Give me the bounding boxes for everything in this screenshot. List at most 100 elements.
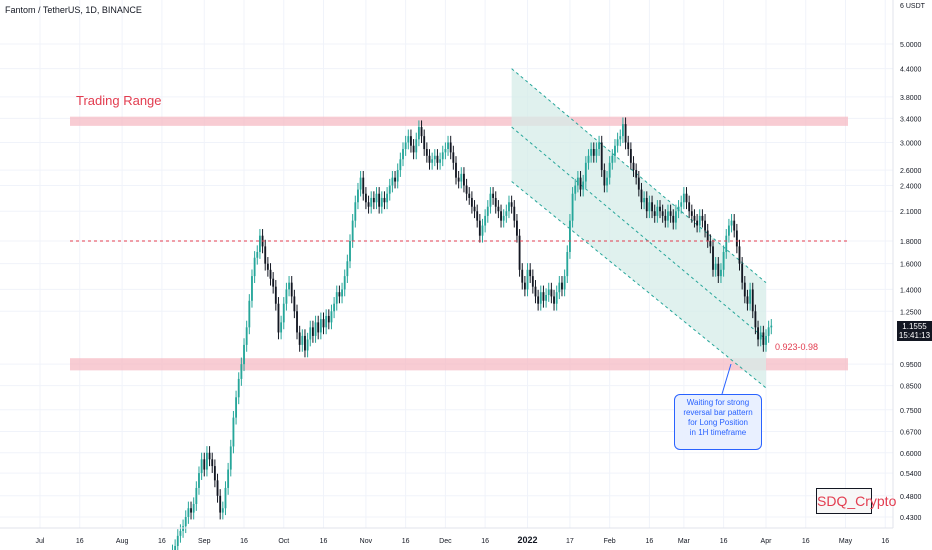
candle — [611, 149, 614, 170]
price-tick-label: 2.4000 — [900, 184, 922, 191]
candle — [627, 135, 630, 156]
candle-body — [184, 517, 187, 527]
candle-body — [293, 296, 296, 312]
callout-line-4: in 1H timeframe — [689, 428, 747, 437]
channel-fill — [511, 68, 766, 388]
candle-body — [362, 177, 365, 194]
candle — [531, 269, 534, 294]
candle-body — [444, 149, 447, 153]
candle — [738, 239, 741, 271]
candle — [516, 214, 518, 243]
price-tick-label: 1.6000 — [900, 262, 922, 269]
candle — [550, 282, 553, 304]
candle-body — [497, 206, 500, 212]
candle-body — [187, 508, 190, 517]
candle — [277, 297, 280, 340]
candle — [558, 276, 561, 300]
candle — [645, 191, 648, 219]
candle — [240, 357, 243, 386]
candle — [606, 171, 608, 193]
candle — [709, 234, 712, 254]
candle — [420, 120, 423, 144]
candle — [757, 320, 759, 347]
candle — [513, 200, 516, 228]
candle-body — [425, 149, 428, 156]
candles — [171, 117, 773, 550]
candle — [205, 446, 208, 477]
last-price: 1.1555 — [902, 322, 927, 331]
candle — [354, 195, 357, 228]
candle-body — [637, 177, 640, 190]
candle — [600, 135, 603, 177]
candle-body — [648, 202, 651, 212]
candle — [547, 282, 550, 302]
candle — [674, 204, 677, 230]
candle — [576, 171, 579, 193]
candle — [359, 171, 362, 197]
candle-body — [407, 136, 410, 143]
candle — [500, 204, 502, 228]
currency-small: 6 — [900, 3, 904, 10]
candle-body — [269, 269, 272, 279]
candle — [192, 497, 195, 520]
candle-body — [685, 193, 688, 203]
candle-body — [659, 206, 661, 212]
candle-body — [682, 193, 685, 203]
candle — [407, 129, 410, 150]
candle-body — [280, 322, 283, 333]
currency-label: 6 USDT — [900, 3, 925, 10]
candle-body — [751, 289, 754, 312]
candle — [380, 191, 383, 214]
candle-body — [338, 292, 341, 297]
candle-body — [555, 292, 558, 304]
candle-body — [394, 177, 396, 182]
candle-body — [455, 162, 457, 178]
candle-body — [200, 459, 203, 474]
candle — [266, 257, 269, 277]
candle — [704, 214, 706, 238]
callout-arrow — [721, 363, 732, 395]
candle — [497, 200, 500, 219]
candle-body — [603, 170, 606, 186]
candle — [346, 254, 349, 283]
candle — [182, 519, 185, 538]
candle-body — [566, 251, 569, 277]
candle — [635, 163, 638, 185]
candle-body — [693, 215, 696, 221]
candle-body — [547, 289, 550, 296]
candle-body — [571, 193, 574, 221]
candle — [383, 191, 386, 210]
candle-body — [375, 193, 378, 203]
candle — [367, 195, 370, 214]
candle-body — [653, 211, 656, 216]
candle — [285, 282, 288, 311]
time-tick-label: 16 — [76, 538, 84, 545]
candle — [457, 171, 460, 189]
candle-body — [661, 211, 664, 216]
candle — [264, 239, 267, 271]
candle-body — [304, 335, 306, 351]
candle — [470, 191, 473, 214]
candle-body — [600, 142, 603, 171]
candle-body — [412, 145, 415, 153]
candle-body — [590, 149, 593, 156]
candle-body — [460, 173, 463, 182]
candle-body — [706, 230, 709, 241]
candle-body — [738, 246, 741, 264]
bar-countdown: 15:41:13 — [898, 331, 931, 340]
price-tick-label: 4.4000 — [900, 67, 922, 74]
candle-body — [245, 327, 248, 345]
candle — [767, 320, 770, 343]
candle-body — [486, 206, 489, 216]
candle-body — [290, 282, 293, 297]
candle-body — [436, 155, 439, 163]
candle — [463, 167, 465, 193]
candle-body — [208, 452, 211, 460]
candle-body — [730, 220, 733, 226]
candle-body — [478, 220, 481, 236]
candle-body — [529, 269, 532, 277]
candle — [682, 187, 685, 210]
candle-body — [669, 211, 672, 216]
candle — [582, 174, 585, 197]
